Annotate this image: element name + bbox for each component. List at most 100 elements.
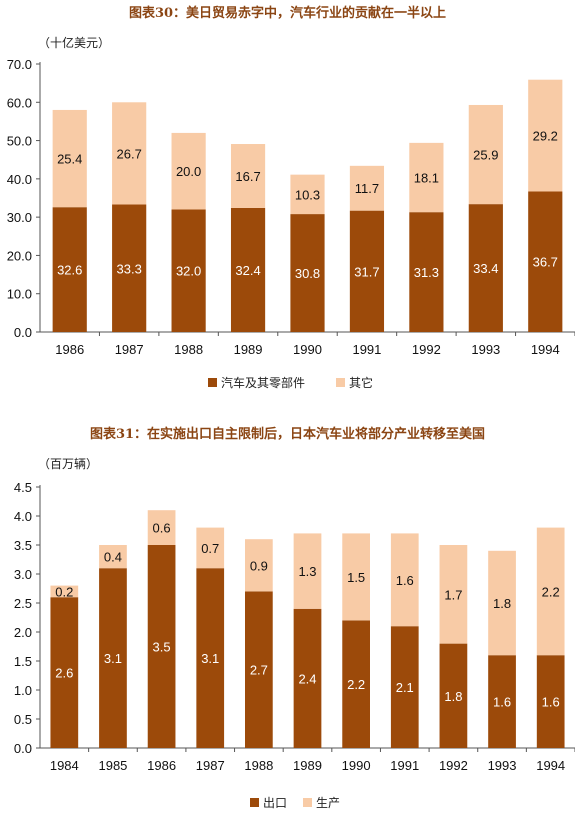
legend-label: 生产 (316, 796, 340, 810)
bar-segment-出口 (196, 568, 225, 748)
data-label: 1.7 (444, 587, 462, 602)
x-tick-label: 1985 (98, 758, 127, 773)
data-label: 2.1 (396, 680, 414, 695)
data-label: 2.6 (55, 666, 73, 681)
bar-segment-其它 (230, 144, 266, 208)
data-label: 11.7 (355, 181, 379, 196)
y-tick-label: 20.0 (7, 248, 32, 263)
bar-segment-出口 (342, 620, 370, 748)
x-tick-label: 1994 (531, 342, 560, 357)
data-label: 1.6 (493, 695, 511, 710)
bar-segment-汽车及其零部件 (112, 204, 147, 332)
y-tick-label: 10.0 (7, 287, 32, 302)
legend-label: 汽车及其零部件 (221, 375, 305, 390)
data-label: 0.7 (201, 541, 219, 556)
chart1-unit-label: （十亿美元） (38, 36, 111, 50)
y-tick-label: 2.0 (14, 625, 32, 640)
chart1-plot: 0.0 10.0 20.0 30.0 40.0 50.0 60.0 70.0 32.6 25.4 1… (7, 57, 575, 390)
chart1-title: 图表30：美日贸易赤字中，汽车行业的贡献在一半以上 (128, 6, 447, 21)
y-tick-label: 70.0 (7, 57, 32, 72)
y-tick-label: 30.0 (7, 210, 32, 225)
y-tick-label: 0.0 (14, 741, 32, 756)
bar-segment-汽车及其零部件 (409, 212, 444, 332)
data-label: 1.5 (347, 570, 365, 585)
y-tick-label: 50.0 (7, 134, 32, 149)
y-tick-label: 4.0 (14, 509, 32, 524)
x-tick-label: 1984 (50, 758, 79, 773)
legend-label: 其它 (349, 375, 373, 390)
data-label: 1.6 (542, 695, 560, 710)
legend-swatch (250, 798, 259, 807)
data-label: 3.1 (201, 651, 219, 666)
data-label: 16.7 (235, 169, 260, 184)
x-tick-label: 1986 (55, 342, 84, 357)
x-tick-label: 1991 (352, 342, 381, 357)
chart2-title: 图表31：在实施出口自主限制后，日本汽车业将部分产业转移至美国 (89, 427, 486, 442)
x-tick-label: 1988 (174, 342, 203, 357)
y-tick-label: 3.5 (14, 538, 32, 553)
bar-segment-其它 (468, 104, 503, 205)
y-tick-label: 40.0 (7, 172, 32, 187)
x-tick-label: 1989 (293, 758, 322, 773)
data-label: 29.2 (533, 129, 558, 144)
data-label: 36.7 (533, 255, 558, 270)
data-label: 32.0 (176, 264, 201, 279)
bar-segment-出口 (536, 655, 565, 748)
data-label: 26.7 (117, 146, 142, 161)
chart2-plot: 0.0 0.5 1.0 1.5 2.0 2.5 3.0 3.5 4.0 4.5 2.6 0.2 1984… (14, 480, 575, 810)
y-tick-label: 2.5 (14, 596, 32, 611)
bar-segment-其它 (52, 109, 87, 208)
data-label: 33.4 (473, 261, 498, 276)
data-label: 2.2 (542, 584, 560, 599)
data-label: 1.8 (493, 596, 511, 611)
x-tick-label: 1989 (234, 342, 263, 357)
bar-segment-其它 (112, 102, 147, 205)
bar-segment-出口 (50, 597, 79, 748)
data-label: 2.2 (347, 677, 365, 692)
bar-segment-出口 (293, 608, 322, 748)
bar-segment-出口 (99, 568, 127, 748)
bar-segment-其它 (171, 132, 206, 210)
data-label: 30.8 (295, 266, 320, 281)
data-label: 3.1 (104, 651, 122, 666)
bar-segment-汽车及其零部件 (52, 207, 87, 332)
x-tick-label: 1991 (390, 758, 419, 773)
chart2-unit-label: （百万辆） (38, 457, 99, 471)
data-label: 1.3 (298, 564, 316, 579)
bar-segment-其它 (290, 174, 325, 215)
bar-segment-汽车及其零部件 (528, 191, 563, 332)
x-tick-label: 1993 (488, 758, 517, 773)
x-tick-label: 1992 (439, 758, 468, 773)
bar-segment-其它 (528, 79, 563, 192)
y-tick-label: 4.5 (14, 480, 32, 495)
bar-segment-生产 (245, 539, 273, 592)
x-tick-label: 1990 (342, 758, 371, 773)
bar-segment-生产 (196, 527, 225, 569)
legend-swatch (208, 378, 217, 387)
y-tick-label: 3.0 (14, 567, 32, 582)
data-label: 31.3 (414, 265, 439, 280)
x-tick-label: 1988 (244, 758, 273, 773)
y-tick-label: 1.5 (14, 654, 32, 669)
bar-segment-汽车及其零部件 (171, 209, 206, 332)
x-tick-label: 1986 (147, 758, 176, 773)
data-label: 0.6 (153, 521, 171, 536)
data-label: 0.2 (55, 584, 73, 599)
bar-segment-生产 (390, 533, 419, 627)
bar-segment-汽车及其零部件 (230, 207, 266, 332)
data-label: 2.7 (250, 663, 268, 678)
data-label: 2.4 (298, 671, 316, 686)
data-label: 1.6 (396, 573, 414, 588)
y-tick-label: 60.0 (7, 95, 32, 110)
x-tick-label: 1992 (412, 342, 441, 357)
bar-segment-生产 (99, 545, 127, 569)
data-label: 25.4 (57, 152, 82, 167)
bar-segment-生产 (147, 510, 176, 545)
legend-label: 出口 (263, 796, 287, 810)
bar-segment-出口 (488, 655, 516, 748)
bar-segment-出口 (390, 626, 419, 748)
data-label: 0.9 (250, 558, 268, 573)
data-label: 33.3 (117, 261, 142, 276)
data-label: 10.3 (295, 187, 320, 202)
bar-segment-汽车及其零部件 (349, 210, 385, 332)
